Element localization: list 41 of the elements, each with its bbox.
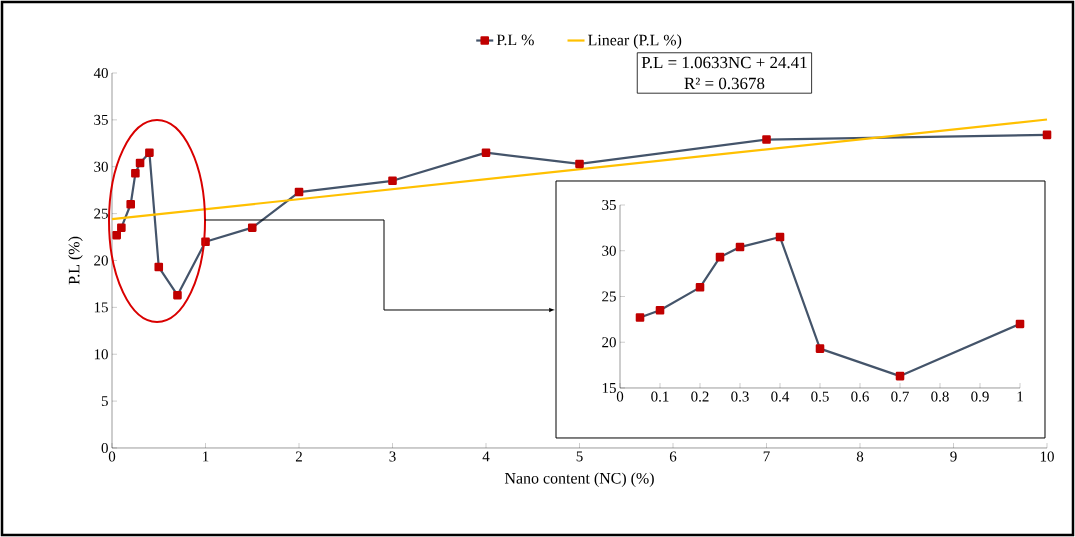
y-tick-label: 35 bbox=[602, 199, 616, 210]
y-tick-label: 0 bbox=[101, 442, 108, 454]
y-axis-title: P.L (%) bbox=[68, 236, 83, 285]
y-tick-label: 30 bbox=[94, 161, 108, 172]
x-tick-label: 0.1 bbox=[651, 391, 669, 402]
x-tick-label: 0 bbox=[108, 451, 116, 462]
x-tick-label: 0.6 bbox=[851, 391, 869, 402]
x-axis-title: Nano content (NC) (%) bbox=[504, 472, 654, 487]
x-tick-label: 0.9 bbox=[971, 391, 989, 402]
legend-label: Linear (P.L %) bbox=[588, 34, 682, 49]
x-tick-label: 0.5 bbox=[811, 391, 829, 402]
y-tick-label: 20 bbox=[94, 255, 108, 266]
x-tick-label: 4 bbox=[482, 451, 490, 462]
annotation: R² = 0.3678 bbox=[684, 77, 765, 90]
x-tick-label: 0 bbox=[616, 391, 624, 402]
text: P.L = 1.0633NC + 24.41 bbox=[641, 56, 807, 69]
y-tick-label: 40 bbox=[93, 67, 108, 79]
y-tick-label: 35 bbox=[94, 114, 108, 125]
x-tick-label: 10 bbox=[1040, 451, 1054, 462]
x-tick-label: 3 bbox=[389, 451, 396, 462]
y-tick-label: 15 bbox=[94, 302, 108, 313]
x-tick-label: 1 bbox=[1017, 391, 1023, 402]
x-tick-label: 2 bbox=[295, 451, 302, 462]
y-tick-label: 10 bbox=[94, 349, 108, 360]
x-tick-label: 8 bbox=[856, 451, 864, 462]
x-tick-label: 5 bbox=[576, 451, 583, 462]
x-tick-label: 0.3 bbox=[731, 391, 749, 402]
x-tick-label: 0.8 bbox=[931, 391, 949, 402]
y-tick-label: 15 bbox=[602, 382, 616, 393]
x-tick-label: 9 bbox=[950, 451, 957, 462]
x-tick-label: 0.7 bbox=[891, 391, 909, 402]
y-tick-label: 25 bbox=[94, 208, 108, 219]
y-tick-label: 25 bbox=[602, 291, 616, 302]
y-tick-label: 20 bbox=[602, 337, 616, 348]
y-tick-label: 30 bbox=[602, 245, 616, 256]
legend-label: P.L % bbox=[496, 34, 534, 46]
x-tick-label: 0.2 bbox=[691, 391, 709, 402]
x-tick-label: 7 bbox=[763, 451, 770, 462]
x-tick-label: 1 bbox=[203, 451, 209, 462]
x-tick-label: 6 bbox=[669, 451, 677, 462]
x-tick-label: 0.4 bbox=[771, 391, 790, 402]
